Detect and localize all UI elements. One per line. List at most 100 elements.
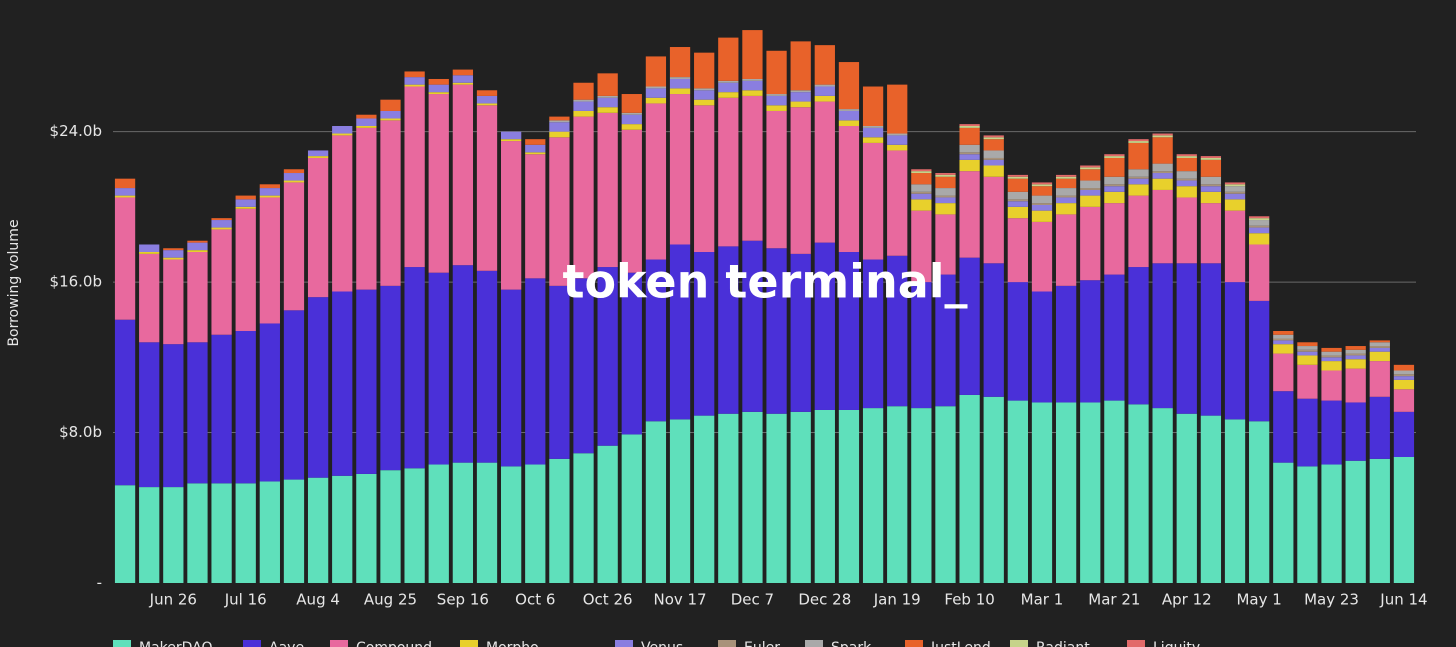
bar-segment	[935, 176, 956, 189]
bar-segment	[1393, 370, 1415, 375]
bar-segment	[1297, 342, 1318, 347]
bar-segment	[259, 197, 280, 324]
x-tick-label: Dec 7	[731, 591, 774, 609]
bar-segment	[1128, 139, 1149, 142]
bar-segment	[380, 99, 401, 111]
bar-segment	[838, 409, 860, 583]
bar-segment	[1104, 186, 1125, 192]
bar-segment	[935, 406, 956, 583]
x-tick-label: Jul 16	[224, 591, 267, 609]
bar-segment	[1200, 186, 1222, 192]
bar-segment	[1345, 359, 1366, 369]
bar-segment	[911, 408, 932, 583]
bar-segment	[766, 413, 787, 583]
bar-segment	[645, 86, 667, 89]
legend-swatch	[1010, 640, 1028, 647]
bar-segment	[911, 184, 932, 192]
bar-segment	[163, 344, 184, 488]
bar-segment	[1152, 408, 1173, 583]
bar-segment	[1104, 157, 1125, 177]
bar-segment	[1031, 186, 1053, 196]
bar-segment	[1080, 165, 1101, 168]
bar-segment	[959, 159, 980, 172]
bar-segment	[814, 409, 835, 583]
bar-segment	[887, 150, 908, 256]
x-tick-label: Aug 25	[364, 591, 417, 609]
bar-segment	[1369, 361, 1390, 397]
bar-segment	[428, 78, 449, 85]
bar-segment	[645, 97, 667, 104]
x-tick-label: Sep 16	[437, 591, 489, 609]
bar-segment	[959, 144, 980, 153]
bar-segment	[1393, 389, 1415, 412]
legend-label: Venus	[641, 640, 683, 647]
grid	[113, 131, 1416, 434]
bar-segment	[114, 178, 136, 189]
bar-segment	[307, 150, 329, 157]
bar-segment	[1345, 353, 1366, 356]
bar-segment	[1152, 173, 1173, 179]
bar-segment	[1128, 169, 1149, 177]
bar-segment	[1176, 154, 1197, 157]
bar-segment	[718, 246, 739, 414]
bar-segment	[235, 195, 256, 200]
bar-segment	[1200, 415, 1222, 583]
bar-segment	[983, 139, 1004, 151]
bar-segment	[1249, 421, 1270, 583]
bar-segment	[1200, 176, 1222, 185]
bar-segment	[1128, 404, 1149, 583]
legend-label: Spark	[831, 640, 872, 647]
bar-segment	[1393, 411, 1415, 457]
bar-segment	[718, 92, 739, 98]
bar-segment	[573, 99, 594, 102]
bar-segment	[862, 408, 884, 583]
bar-segment	[1007, 282, 1028, 401]
bar-segment	[428, 464, 449, 583]
bar-segment	[187, 483, 208, 583]
bar-segment	[549, 458, 570, 583]
bar-segment	[211, 227, 232, 230]
bar-segment	[573, 110, 594, 117]
bar-segment	[1176, 197, 1197, 264]
bar-segment	[1273, 338, 1294, 341]
bar-segment	[1393, 379, 1415, 390]
bar-segment	[187, 250, 208, 253]
bar-segment	[1273, 334, 1294, 339]
bar-segment	[452, 84, 474, 266]
bar-segment	[1297, 364, 1318, 399]
bar-segment	[621, 272, 642, 435]
bar-segment	[1224, 184, 1246, 187]
bar-segment	[1249, 233, 1270, 245]
bar-segment	[1345, 349, 1366, 354]
bar-segment	[404, 71, 425, 78]
bar-segment	[1080, 195, 1101, 207]
bar-segment	[235, 483, 256, 583]
legend-swatch	[113, 640, 131, 647]
y-tick-label: $16.0b	[50, 273, 102, 291]
bar-segment	[1152, 163, 1173, 172]
bar-segment	[935, 274, 956, 407]
bar-segment	[1200, 191, 1222, 204]
bar-segment	[283, 180, 305, 183]
bar-segment	[983, 176, 1004, 264]
bar-segment	[187, 342, 208, 484]
x-tick-label: Feb 10	[944, 591, 994, 609]
bar-segment	[887, 255, 908, 407]
bar-segment	[1152, 133, 1173, 136]
bar-segment	[428, 84, 449, 93]
legend-label: JustLend	[930, 640, 991, 647]
bar-segment	[1128, 195, 1149, 268]
bar-segment	[1104, 176, 1125, 185]
bar-segment	[694, 252, 715, 416]
bar-segment	[1273, 353, 1294, 392]
bar-segment	[814, 45, 835, 85]
bar-segment	[1297, 398, 1318, 467]
bar-segment	[1369, 347, 1390, 352]
bar-segment	[983, 263, 1004, 397]
bar-segment	[669, 244, 691, 420]
bar-segment	[452, 462, 474, 583]
bar-segment	[1369, 351, 1390, 362]
bar-segment	[1369, 340, 1390, 343]
bar-segment	[283, 169, 305, 174]
bar-segment	[549, 137, 570, 286]
